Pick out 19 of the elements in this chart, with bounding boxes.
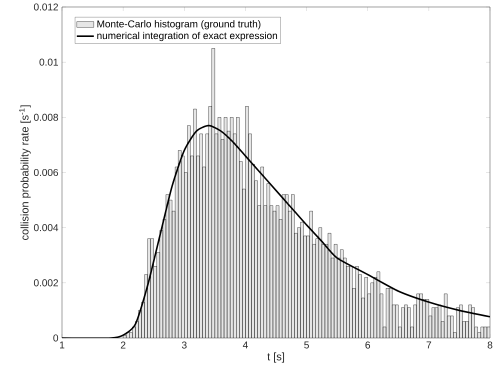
x-tick-label: 2: [120, 342, 126, 348]
x-tick-label: 8: [488, 342, 492, 349]
x-tick-label: 5: [304, 342, 309, 348]
y-axis-title: collision probability rate [s$^{-1}$]: [19, 105, 31, 240]
legend-label: Monte-Carlo histogram (ground truth): [97, 20, 260, 30]
y-tick-label: 0.006: [34, 168, 58, 176]
x-tick-label: 7: [426, 342, 432, 348]
y-tick-label: 0: [53, 334, 58, 342]
y-tick-label: 0.012: [34, 3, 58, 11]
y-tick-label: 0.004: [34, 224, 58, 232]
legend-label: numerical integration of exact expression: [97, 32, 278, 42]
x-tick-label: 3: [182, 342, 187, 349]
x-tick-label: 1: [60, 342, 64, 348]
y-tick-label: 0.01: [39, 58, 58, 66]
x-tick-label: 6: [365, 342, 370, 349]
x-tick-label: 4: [242, 342, 248, 348]
y-tick-label: 0.002: [34, 279, 58, 286]
y-tick-label: 0.008: [34, 114, 58, 121]
x-axis-title: t [s]: [267, 352, 284, 363]
